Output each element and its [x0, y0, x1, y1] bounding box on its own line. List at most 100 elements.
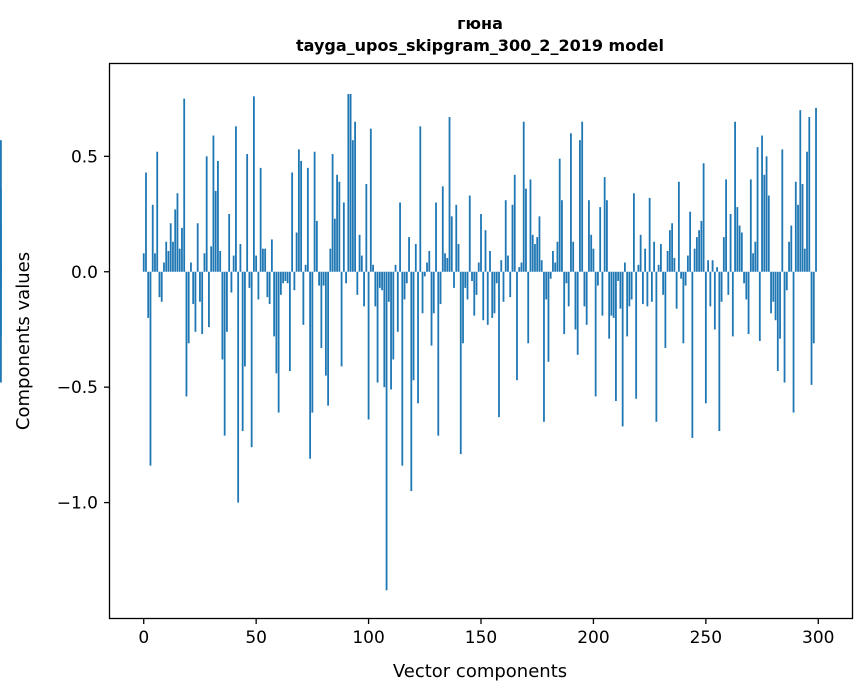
chart-title: гюна	[457, 14, 503, 33]
bar-81	[324, 271, 327, 376]
bar-243	[689, 211, 692, 272]
bar-153	[486, 271, 489, 325]
bar-190	[570, 133, 572, 272]
bar-3	[149, 271, 152, 466]
bar-100	[367, 271, 370, 420]
bar-6	[156, 151, 159, 272]
x-tick-label: 250	[690, 628, 722, 648]
bar-251	[707, 260, 709, 272]
bar-186	[561, 200, 563, 272]
bar-166	[516, 271, 518, 381]
bar-295	[806, 151, 808, 272]
bar-79	[320, 271, 323, 348]
bar-117	[405, 271, 408, 284]
y-axis-label: Components values	[13, 252, 34, 430]
bar-242	[686, 255, 689, 272]
bar-193	[576, 271, 579, 355]
bar-12	[169, 223, 172, 272]
bar-36	[223, 271, 226, 436]
bar-279	[770, 271, 772, 314]
bar-254	[713, 271, 716, 330]
bar-293	[801, 184, 804, 272]
bar-14	[174, 209, 177, 272]
bar-35	[221, 271, 224, 360]
bar-57	[270, 239, 273, 272]
bar-276	[763, 174, 766, 272]
bar-234	[668, 230, 671, 272]
bar-194	[579, 140, 581, 272]
bar-270	[749, 179, 752, 272]
bar-68	[295, 232, 298, 272]
bar-181	[549, 271, 552, 279]
bar-41	[235, 126, 237, 272]
bar-74	[309, 271, 312, 459]
bar-44	[241, 271, 244, 432]
bar-174	[534, 244, 536, 272]
bar-84	[331, 154, 334, 272]
bar-240	[682, 271, 685, 344]
bar-137	[450, 216, 453, 272]
bar-76	[313, 151, 316, 272]
bar-32	[214, 190, 217, 272]
bar-23	[194, 271, 197, 332]
bar-8	[160, 271, 163, 302]
bar-72	[304, 264, 307, 272]
bar-169	[522, 121, 525, 272]
bar-207	[608, 271, 611, 339]
bar-51	[257, 271, 260, 300]
y-axis-ticks: −1.0 −0.5 0.0 0.5	[57, 147, 110, 514]
bar-10	[165, 241, 168, 272]
bar-265	[738, 225, 741, 272]
bar-106	[381, 271, 383, 291]
bar-290	[794, 181, 797, 272]
bar-297	[810, 271, 813, 385]
bar-60	[277, 271, 280, 413]
bar-165	[513, 174, 516, 272]
bar-112	[394, 264, 397, 272]
bar-145	[468, 195, 471, 272]
bar-161	[504, 200, 507, 272]
bar-17	[181, 227, 183, 272]
bar-89	[342, 202, 345, 272]
bar-105	[378, 271, 381, 288]
bar-226	[650, 271, 653, 302]
bar-136	[448, 117, 451, 272]
bar-18	[183, 98, 186, 272]
bar-86	[336, 174, 338, 272]
bar-144	[466, 271, 469, 300]
bar-56	[268, 271, 271, 305]
bar-197	[585, 271, 588, 325]
bar-286	[785, 271, 788, 291]
bar-91	[347, 94, 350, 272]
bar-183	[554, 262, 557, 272]
bar-191	[572, 241, 575, 272]
bar-229	[657, 264, 660, 272]
bar-200	[592, 248, 595, 272]
bar-296	[808, 117, 811, 272]
bar-158	[498, 271, 500, 418]
bar-98	[363, 271, 365, 307]
bar-272	[754, 241, 757, 272]
bar-294	[803, 248, 806, 272]
bar-80	[322, 271, 325, 286]
bar-48	[250, 271, 253, 448]
bar-167	[518, 267, 521, 272]
bar-291	[797, 204, 799, 272]
bar-1	[145, 172, 147, 272]
bar-198	[588, 200, 590, 272]
bar-43	[239, 244, 242, 272]
bar-178	[543, 271, 545, 422]
bar-124	[421, 271, 424, 314]
bar-278	[767, 195, 770, 272]
bar-299	[815, 107, 817, 272]
bar-277	[765, 156, 768, 272]
bar-241	[684, 271, 687, 286]
bar-244	[691, 271, 694, 438]
bar-121	[414, 244, 417, 272]
bar-26	[201, 271, 204, 335]
bar-160	[502, 271, 505, 302]
bar-88	[340, 271, 343, 367]
bar-82	[327, 271, 329, 406]
bar-203	[599, 207, 602, 272]
bar-168	[520, 262, 523, 272]
